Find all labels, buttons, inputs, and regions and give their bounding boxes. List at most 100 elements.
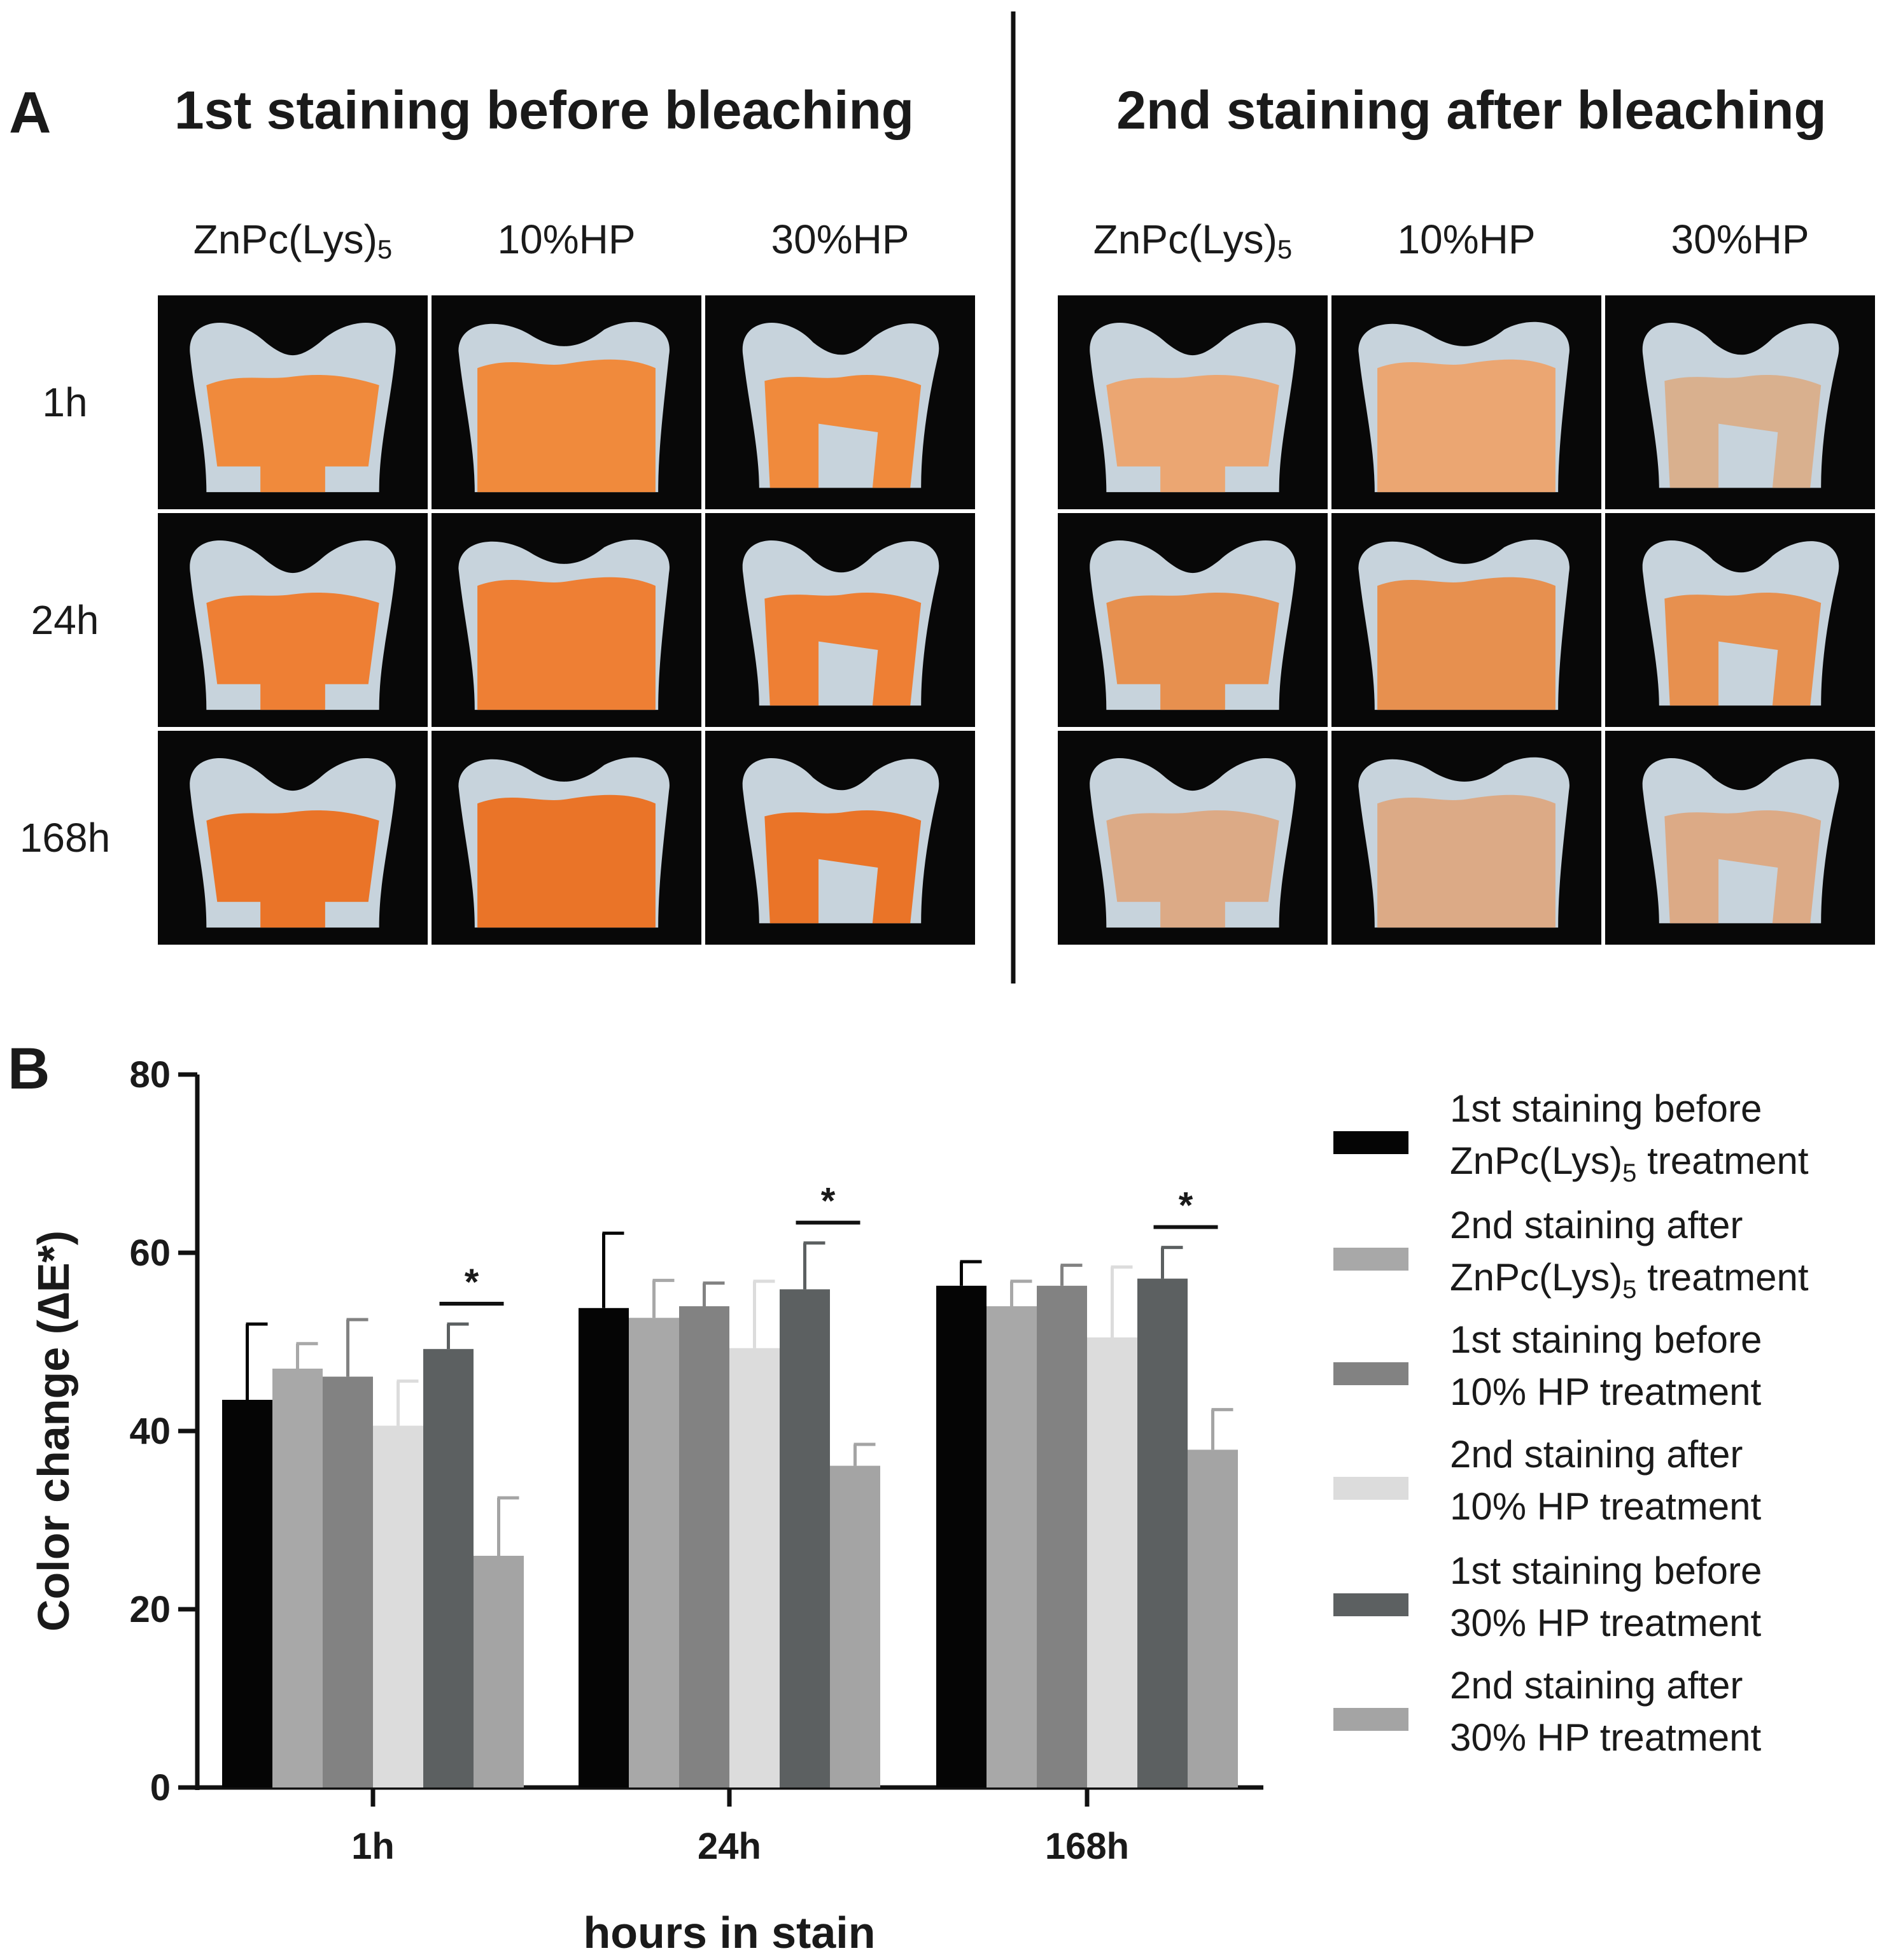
tooth-photo-30-hp-1h	[1605, 295, 1875, 509]
legend-label-line: 30% HP treatment	[1450, 1602, 1761, 1644]
column-label-30-hp-after: 30%HP	[1671, 216, 1809, 262]
tooth-section	[1642, 540, 1839, 706]
tooth-section	[1642, 758, 1839, 924]
legend-entry-3: 1st staining before 10% HP treatment	[1333, 1318, 1762, 1413]
row-label-24h: 24h	[31, 597, 99, 643]
tooth-photo-10-hp-168h	[432, 731, 701, 945]
tooth-photo-30-hp-168h	[1605, 731, 1875, 945]
tooth-section	[458, 757, 670, 928]
y-tick-label: 60	[129, 1232, 171, 1274]
tooth-photo-znpc-lys-24h	[1058, 513, 1328, 727]
tooth-dentin	[1377, 577, 1555, 710]
bar-24h-series-5	[780, 1289, 830, 1787]
legend-entry-1: 1st staining before ZnPc(Lys)5 treatment	[1333, 1087, 1809, 1187]
legend-label-line: 2nd staining after	[1450, 1204, 1743, 1246]
column-label-znpc-lys-after: ZnPc(Lys)5	[1093, 216, 1293, 264]
tooth-dentin	[1106, 375, 1279, 493]
legend-label-line: 2nd staining after	[1450, 1664, 1743, 1707]
bar-24h-series-4	[729, 1348, 780, 1787]
row-label-1h: 1h	[42, 379, 87, 425]
tooth-photo-10-hp-1h	[432, 295, 701, 509]
y-axis-title: Color change (∆E*)	[29, 1230, 78, 1632]
legend-entry-2: 2nd staining after ZnPc(Lys)5 treatment	[1333, 1204, 1809, 1304]
column-label-subscript: 5	[377, 234, 392, 264]
y-tick-label: 40	[129, 1411, 171, 1452]
tooth-dentin	[1377, 359, 1555, 493]
tooth-section	[1642, 323, 1839, 488]
bar-168h-series-3	[1037, 1285, 1087, 1787]
tooth-section	[1358, 757, 1570, 928]
row-label-168h: 168h	[20, 815, 110, 861]
tooth-photo-30-hp-24h	[1605, 513, 1875, 727]
tooth-photo-10-hp-24h	[432, 513, 701, 727]
tooth-section	[458, 539, 670, 710]
tooth-section	[190, 323, 396, 493]
bar-168h-series-2	[987, 1306, 1037, 1787]
column-label-10-hp-after: 10%HP	[1398, 216, 1536, 262]
column-label-30-hp-before: 30%HP	[771, 216, 909, 262]
legend-swatch	[1333, 1593, 1408, 1616]
tooth-dentin	[1106, 810, 1279, 928]
bar-24h-series-3	[679, 1306, 729, 1787]
row-labels: 1h 24h 168h	[20, 379, 110, 861]
legend-swatch	[1333, 1477, 1408, 1500]
legend-swatch	[1333, 1362, 1408, 1385]
photo-grids	[158, 295, 1875, 945]
bar-1h-series-2	[272, 1369, 323, 1787]
legend-entry-4: 2nd staining after 10% HP treatment	[1333, 1433, 1761, 1528]
tooth-photo-10-hp-1h	[1331, 295, 1601, 509]
bar-168h-series-5	[1137, 1278, 1188, 1787]
bar-168h-series-6	[1188, 1449, 1238, 1787]
x-tick-label-168h: 168h	[1045, 1826, 1129, 1867]
legend-label-line: ZnPc(Lys)5 treatment	[1450, 1256, 1809, 1304]
significance-star-1h: *	[465, 1262, 479, 1303]
tooth-photo-znpc-lys-1h	[1058, 295, 1328, 509]
panel-b-letter: B	[8, 1036, 50, 1101]
legend-label-line: 1st staining before	[1450, 1087, 1762, 1130]
bar-1h-series-5	[423, 1349, 474, 1787]
tooth-dentin	[1664, 593, 1822, 706]
legend-swatch	[1333, 1248, 1408, 1271]
bar-168h-series-1	[936, 1285, 987, 1787]
panel-b: B 0 20 40 60 80 1h * 24h * 168h * hours in stain Col…	[8, 1036, 1809, 1957]
legend-label-line: 10% HP treatment	[1450, 1485, 1761, 1528]
bar-1h-series-6	[474, 1556, 524, 1787]
panel-a: A 1st staining before bleaching 2nd stai…	[9, 11, 1875, 984]
tooth-dentin	[206, 810, 379, 928]
tooth-dentin	[1664, 810, 1822, 924]
legend-label-line: ZnPc(Lys)5 treatment	[1450, 1139, 1809, 1187]
legend-label-line: 1st staining before	[1450, 1318, 1762, 1361]
y-tick-label: 80	[129, 1054, 171, 1096]
tooth-dentin	[477, 577, 656, 710]
tooth-photo-znpc-lys-168h	[158, 731, 428, 945]
tooth-section	[458, 321, 670, 493]
legend-label-line: 30% HP treatment	[1450, 1716, 1761, 1759]
tooth-section	[190, 758, 396, 928]
heading-after-bleaching: 2nd staining after bleaching	[1116, 80, 1827, 140]
column-label-subscript: 5	[1277, 234, 1292, 264]
tooth-section	[742, 540, 939, 706]
legend-swatch	[1333, 1131, 1408, 1154]
tooth-dentin	[206, 375, 379, 493]
bar-1h-series-3	[323, 1376, 373, 1787]
y-tick-label: 0	[150, 1767, 171, 1808]
significance-star-168h: *	[1179, 1185, 1193, 1227]
column-label-znpc-lys-before: ZnPc(Lys)5	[193, 216, 393, 264]
tooth-dentin	[764, 375, 922, 488]
tooth-photo-30-hp-24h	[705, 513, 975, 727]
heading-before-bleaching: 1st staining before bleaching	[174, 80, 914, 140]
tooth-dentin	[764, 810, 922, 924]
bar-1h-series-4	[373, 1425, 423, 1787]
tooth-photo-znpc-lys-168h	[1058, 731, 1328, 945]
photo-grid-after-bleaching	[1058, 295, 1875, 945]
legend-label-line: 1st staining before	[1450, 1549, 1762, 1592]
tooth-dentin	[1664, 375, 1822, 488]
tooth-photo-30-hp-1h	[705, 295, 975, 509]
tooth-section	[742, 758, 939, 924]
tooth-section	[1090, 758, 1296, 928]
tooth-section	[1358, 321, 1570, 493]
legend-label-line: 10% HP treatment	[1450, 1371, 1761, 1413]
legend-swatch	[1333, 1708, 1408, 1731]
